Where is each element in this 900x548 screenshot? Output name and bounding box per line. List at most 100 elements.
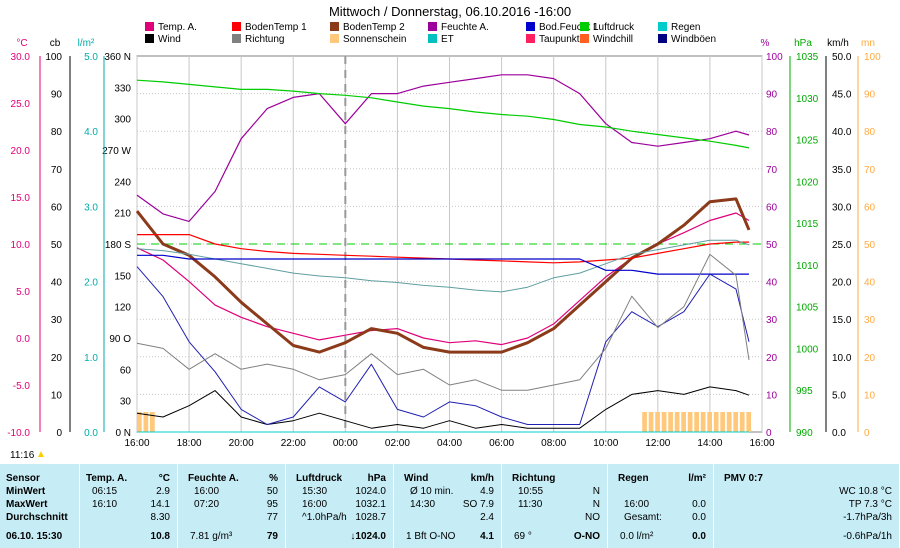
- legend-label-4: BodenTemp 2: [343, 22, 405, 33]
- axis-tick-cb: 50: [51, 240, 63, 251]
- axis-tick-temp: 20.0: [11, 146, 31, 157]
- axis-unit-mn: mn: [861, 38, 875, 49]
- legend-swatch: [232, 22, 241, 31]
- axis-tick-temp: -5.0: [13, 381, 31, 392]
- axis-tick-temp: 25.0: [11, 99, 31, 110]
- axis-tick-kmh: 45.0: [832, 90, 852, 101]
- axis-tick-kmh: 40.0: [832, 127, 852, 138]
- x-tick-label: 16:00: [124, 438, 149, 448]
- stats-wind: Wind km/h Ø 10 min. 4.9 14:30 SO 7.9 2.4 1 Bft …: [398, 464, 502, 548]
- sunshine-bar: [150, 412, 155, 432]
- axis-tick-hpa: 1010: [796, 261, 819, 272]
- legend-label-6: Feuchte A.: [441, 22, 489, 33]
- series-line-luftdruck: [136, 79, 750, 149]
- axis-unit-cb: cb: [50, 38, 61, 49]
- axis-tick-temp: 30.0: [11, 52, 31, 63]
- stats-richtung-time: 10:55: [518, 486, 544, 497]
- axis-tick-mn: 100: [864, 52, 881, 63]
- stats-wind-value: 4.9: [480, 486, 494, 497]
- stats-feuchte-time: 07:20: [194, 499, 220, 510]
- sunshine-bar: [661, 412, 667, 432]
- stats-regen-time: Gesamt:: [624, 512, 662, 523]
- stats-luftdruck-value: 1032.1: [355, 499, 386, 510]
- axis-tick-hpa: 1035: [796, 52, 819, 63]
- stats-richtung-value: N: [592, 499, 600, 510]
- legend-label-10: Luftdruck: [593, 22, 635, 33]
- axis-tick-kmh: 25.0: [832, 240, 852, 251]
- axis-tick-dir: 0 N: [115, 428, 131, 439]
- sunset-time: 11:16: [10, 450, 35, 461]
- axis-unit-c: °C: [16, 38, 27, 49]
- weather-chart: Mittwoch / Donnerstag, 06.10.2016 -16:00…: [7, 4, 881, 448]
- axis-tick-cb: 60: [51, 202, 63, 213]
- stats-wind-time: Ø 10 min.: [410, 486, 454, 497]
- stats-regen-current: 0.0: [692, 531, 706, 542]
- axis-tick-dir: 60: [120, 365, 132, 376]
- axis-tick-hpa: 1005: [796, 303, 819, 314]
- axis-tick-hpa: 1015: [796, 219, 819, 230]
- axis-unit-lm2: l/m²: [78, 38, 95, 49]
- axis-unit-kmh: km/h: [827, 38, 849, 49]
- stats-pmv-row: TP 7.3 °C: [848, 499, 892, 510]
- axis-tick-temp: 0.0: [16, 334, 30, 345]
- axis-tick-mn: 80: [864, 127, 876, 138]
- stats-luftdruck-unit: hPa: [367, 473, 386, 484]
- axis-tick-cb: 30: [51, 315, 63, 326]
- stats-panel: Sensor MinWert MaxWert Durchschnitt 06.1…: [0, 464, 900, 548]
- x-tick-label: 18:00: [177, 438, 202, 448]
- axis-tick-kmh: 15.0: [832, 315, 852, 326]
- legend-swatch: [526, 22, 535, 31]
- x-tick-label: 14:00: [697, 438, 722, 448]
- axis-tick-kmh: 50.0: [832, 52, 852, 63]
- stats-luftdruck-value: 1028.7: [355, 512, 386, 523]
- axis-tick-hpa: 1030: [796, 94, 819, 105]
- axis-tick-mn: 60: [864, 202, 876, 213]
- axis-unit-hpa: hPa: [794, 38, 812, 49]
- stats-pmv-current: -0.6hPa/1h: [843, 531, 892, 542]
- axis-tick-dir: 360 N: [104, 52, 131, 63]
- axis-tick-mn: 20: [864, 353, 876, 364]
- chart-title: Mittwoch / Donnerstag, 06.10.2016 -16:00: [329, 4, 571, 19]
- stats-regen-value: 0.0: [692, 499, 706, 510]
- legend-swatch: [330, 22, 339, 31]
- axis-tick-lm2: 4.0: [84, 127, 98, 138]
- axis-tick-mn: 30: [864, 315, 876, 326]
- legend-swatch: [526, 34, 535, 43]
- sunshine-bar: [746, 412, 752, 432]
- axis-tick-hpa: 1020: [796, 177, 819, 188]
- stats-wind-current-left: 1 Bft O-NO: [406, 531, 456, 542]
- legend-label-2: BodenTemp 1: [245, 22, 307, 33]
- legend-swatch: [145, 34, 154, 43]
- stats-pmv-row: -1.7hPa/3h: [843, 512, 892, 523]
- legend-swatch: [330, 34, 339, 43]
- stats-wind-title: Wind: [404, 473, 429, 484]
- x-tick-label: 20:00: [229, 438, 254, 448]
- axis-tick-temp: 5.0: [16, 287, 30, 298]
- axis-tick-temp: 10.0: [11, 240, 31, 251]
- stats-temp-time: 16:10: [92, 499, 118, 510]
- stats-feuchte-current: 79: [266, 531, 278, 542]
- axis-tick-dir: 240: [114, 177, 131, 188]
- axis-tick-lm2: 1.0: [84, 353, 98, 364]
- legend-label-3: Richtung: [245, 34, 284, 45]
- axis-tick-lm2: 0.0: [84, 428, 98, 439]
- axis-tick-kmh: 10.0: [832, 353, 852, 364]
- stats-richtung-value: NO: [585, 512, 600, 523]
- stats-temp-title: Temp. A.: [86, 473, 128, 484]
- stats-sensor: Sensor MinWert MaxWert Durchschnitt 06.1…: [0, 464, 80, 548]
- sunshine-bar: [674, 412, 680, 432]
- stats-regen: Regen l/m² 16:00 0.0 Gesamt: 0.0 0.0 l/m² 0.0: [612, 464, 714, 548]
- legend-swatch: [428, 34, 437, 43]
- x-tick-label: 10:00: [593, 438, 618, 448]
- axis-tick-pct: 30: [766, 315, 778, 326]
- stats-wind-value: SO 7.9: [462, 499, 494, 510]
- legend-label-13: Windböen: [671, 34, 716, 45]
- stats-regen-current-left: 0.0 l/m²: [620, 531, 654, 542]
- stats-regen-value: 0.0: [692, 512, 706, 523]
- stats-feuchte-value: 50: [266, 486, 278, 497]
- axis-tick-kmh: 35.0: [832, 165, 852, 176]
- sunshine-bar: [694, 412, 699, 432]
- sunshine-bar: [713, 412, 719, 432]
- sunshine-bar: [726, 412, 732, 432]
- axis-tick-dir: 300: [114, 115, 131, 126]
